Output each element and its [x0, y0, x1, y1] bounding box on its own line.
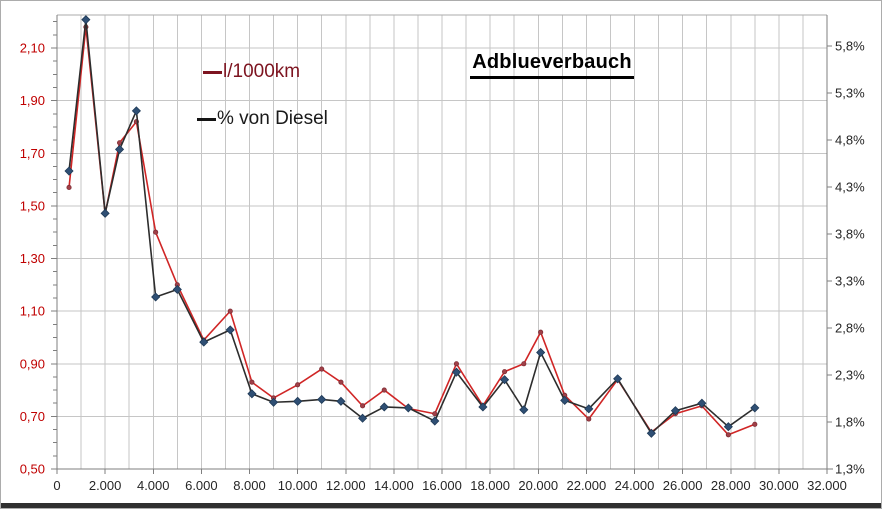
svg-text:0,70: 0,70	[20, 409, 45, 424]
svg-text:4.000: 4.000	[137, 478, 170, 493]
svg-text:30.000: 30.000	[759, 478, 799, 493]
svg-text:1,50: 1,50	[20, 198, 45, 213]
chart-bottom-edge	[1, 503, 881, 508]
svg-text:5,3%: 5,3%	[835, 86, 865, 101]
svg-text:2,10: 2,10	[20, 41, 45, 56]
legend-label-l-1000km: l/1000km	[223, 61, 301, 82]
svg-text:1,30: 1,30	[20, 251, 45, 266]
red-series-swatch-icon	[203, 70, 222, 74]
svg-text:4,3%: 4,3%	[835, 180, 865, 195]
svg-text:0,90: 0,90	[20, 356, 45, 371]
svg-text:14.000: 14.000	[374, 478, 414, 493]
chart-title: Adblueverbauch	[470, 51, 634, 79]
legend-label-percent-von-diesel: % von Diesel	[217, 108, 328, 129]
svg-text:2,8%: 2,8%	[835, 321, 865, 336]
svg-text:1,70: 1,70	[20, 146, 45, 161]
legend-item-l-1000km: l/1000km	[203, 61, 300, 83]
legend-item-percent-von-diesel: % von Diesel	[197, 108, 328, 130]
svg-text:3,8%: 3,8%	[835, 227, 865, 242]
svg-text:32.000: 32.000	[807, 478, 847, 493]
svg-text:6.000: 6.000	[185, 478, 218, 493]
svg-text:16.000: 16.000	[422, 478, 462, 493]
svg-text:2,3%: 2,3%	[835, 368, 865, 383]
svg-text:24.000: 24.000	[615, 478, 655, 493]
svg-text:12.000: 12.000	[326, 478, 366, 493]
svg-text:22.000: 22.000	[566, 478, 606, 493]
svg-text:4,8%: 4,8%	[835, 133, 865, 148]
svg-text:1,3%: 1,3%	[835, 462, 865, 477]
svg-text:20.000: 20.000	[518, 478, 558, 493]
svg-text:8.000: 8.000	[233, 478, 266, 493]
svg-text:10.000: 10.000	[278, 478, 318, 493]
svg-text:2.000: 2.000	[89, 478, 122, 493]
svg-text:0: 0	[53, 478, 60, 493]
svg-text:5,8%: 5,8%	[835, 39, 865, 54]
svg-text:26.000: 26.000	[663, 478, 703, 493]
svg-text:28.000: 28.000	[711, 478, 751, 493]
svg-text:1,90: 1,90	[20, 93, 45, 108]
svg-text:1,8%: 1,8%	[835, 415, 865, 430]
svg-text:18.000: 18.000	[470, 478, 510, 493]
svg-text:1,10: 1,10	[20, 304, 45, 319]
black-series-swatch-icon	[197, 117, 216, 121]
svg-text:0,50: 0,50	[20, 462, 45, 477]
svg-text:3,3%: 3,3%	[835, 274, 865, 289]
